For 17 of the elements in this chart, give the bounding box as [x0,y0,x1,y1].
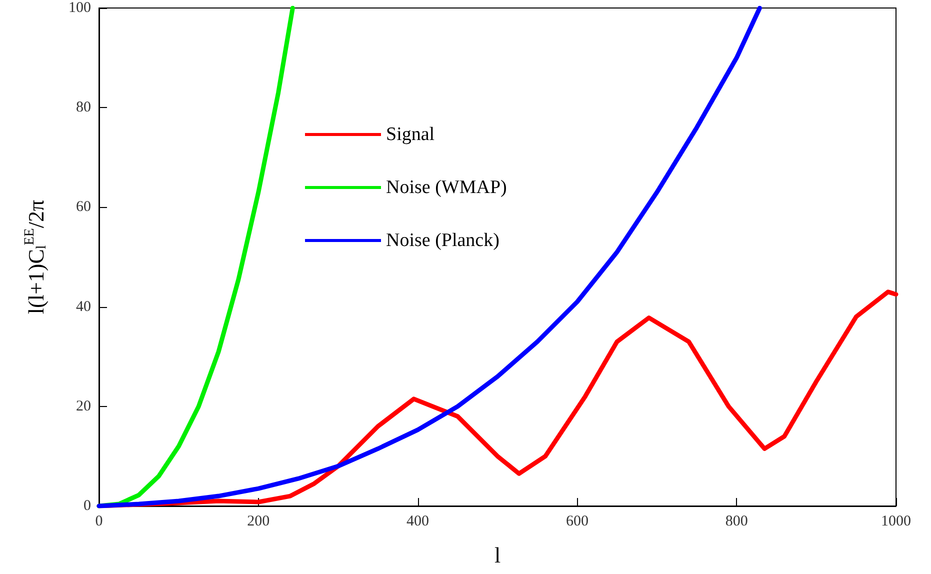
legend-label: Signal [386,124,435,145]
y-tick-label: 20 [76,398,91,414]
y-tick-label: 0 [84,498,91,514]
x-tick-label: 800 [725,514,748,530]
x-tick-label: 400 [406,514,430,530]
y-tick-label: 100 [68,0,91,16]
x-tick-label: 0 [95,514,103,530]
x-tick-label: 200 [247,514,270,530]
legend-label: Noise (Planck) [386,230,500,251]
legend-label: Noise (WMAP) [386,177,507,198]
x-tick-label: 600 [566,514,588,530]
x-tick-label: 1000 [881,514,911,530]
y-tick-label: 60 [76,199,91,216]
y-tick-label: 40 [76,298,91,315]
y-tick-label: 80 [76,100,91,116]
x-axis-title: l [494,542,501,568]
y-axis-title: l(l+1)ClEE/2π [22,200,50,314]
